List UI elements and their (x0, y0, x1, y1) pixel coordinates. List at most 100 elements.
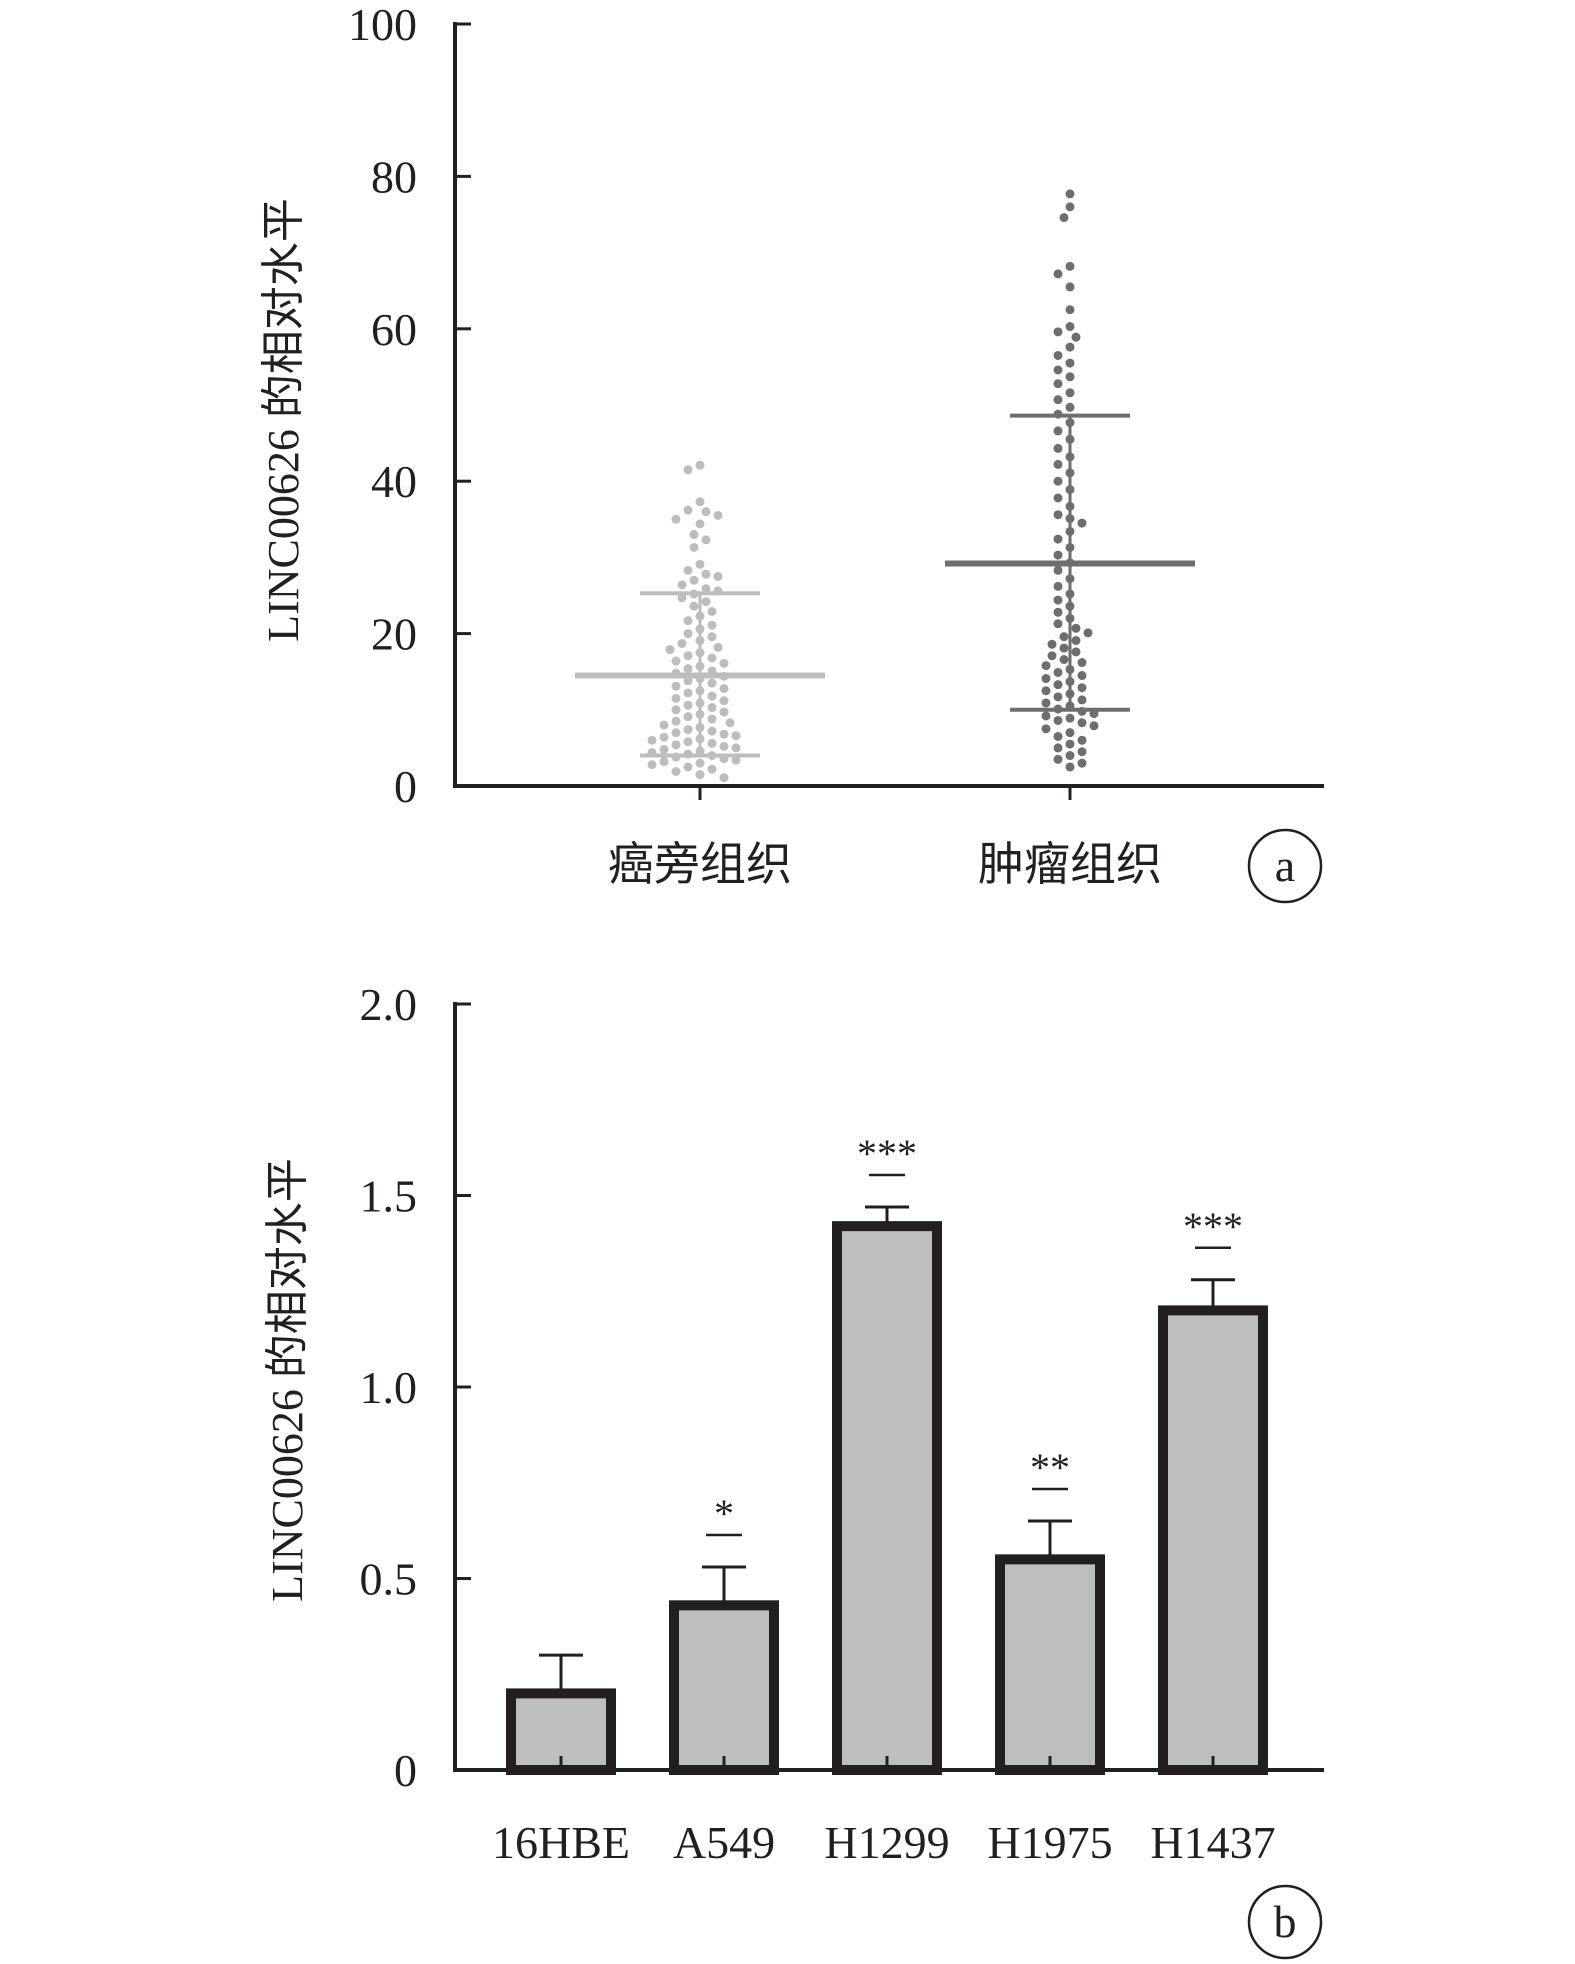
panel-a-y-ticks: 0 20 40 60 80 100 (348, 0, 1072, 812)
panel-a-data-point (647, 760, 657, 770)
panel-a-axes (453, 22, 1324, 788)
panel-a-data-point (671, 767, 681, 777)
panel-b-bar-chart: LINC00626 的相对水平 00.51.01.52.0 ********* … (263, 979, 1324, 1960)
panel-a-data-point (725, 718, 735, 728)
panel-a-data-point (1053, 459, 1063, 469)
panel-a-data-point (671, 728, 681, 738)
panel-a-data-point (683, 700, 693, 710)
panel-a-scatter-chart: LINC00626 的相对水平 0 20 40 60 80 100 癌旁组织 肿瘤组织 a (259, 0, 1324, 904)
panel-a-data-point (1071, 623, 1081, 633)
panel-a-data-point (659, 744, 669, 754)
panel-a-data-point (1053, 534, 1063, 544)
panel-a-label-text: a (1275, 840, 1295, 891)
panel-a-data-point (1083, 628, 1093, 638)
panel-a-data-point (683, 676, 693, 686)
panel-a-data-point (683, 762, 693, 772)
panel-a-data-point (1065, 261, 1075, 271)
panel-a-data-point (713, 510, 723, 520)
panel-a-data-point (689, 542, 699, 552)
panel-a-data-point (1053, 379, 1063, 389)
panel-a-data-point (677, 593, 687, 603)
panel-a-data-point (1065, 322, 1075, 332)
panel-a-data-point (701, 507, 711, 517)
panel-a-data-point (689, 601, 699, 611)
panel-b-significance-label: *** (1183, 1204, 1243, 1249)
panel-b-significance-label: *** (857, 1131, 917, 1176)
panel-a-data-point (701, 535, 711, 545)
panel-b-bar (669, 1600, 779, 1776)
panel-a-data-point (1071, 332, 1081, 342)
panel-a-data-point (1065, 713, 1075, 723)
panel-a-category-label: 肿瘤组织 (978, 839, 1162, 890)
panel-b-y-tick-label: 0.5 (360, 1554, 418, 1605)
panel-a-data-point (719, 696, 729, 706)
panel-a-data-point (1065, 358, 1075, 368)
panel-a-data-point (1053, 269, 1063, 279)
panel-a-data-point (719, 683, 729, 693)
panel-a-data-point (1053, 493, 1063, 503)
panel-a-data-point (1041, 686, 1051, 696)
panel-a-data-point (1065, 305, 1075, 315)
panel-b-category-label: H1975 (987, 1817, 1112, 1868)
panel-a-data-point (1053, 550, 1063, 560)
panel-a-data-point (1065, 388, 1075, 398)
panel-a-data-point (1041, 724, 1051, 734)
panel-a-data-point (683, 651, 693, 661)
panel-a-data-point (1077, 718, 1087, 728)
panel-a-data-point (659, 720, 669, 730)
panel-b-y-axis-label: LINC00626 的相对水平 (263, 1158, 312, 1602)
panel-a-data-point (683, 712, 693, 722)
panel-a-data-point (719, 658, 729, 668)
panel-b-significance-label: ** (1030, 1445, 1070, 1490)
panel-a-data-point (719, 729, 729, 739)
panel-a-data-point (1077, 695, 1087, 705)
panel-a-data-point (671, 740, 681, 750)
panel-a-data-point (1077, 683, 1087, 693)
panel-b-category-label: 16HBE (492, 1817, 630, 1868)
panel-a-data-point (707, 678, 717, 688)
panel-a-data-point (695, 519, 705, 529)
panel-b-y-ticks: 0 0.5 1.0 1.5 2.0 (360, 979, 471, 1796)
panel-a-data-point (1053, 754, 1063, 764)
panel-b-y-tick-label: 2.0 (360, 979, 418, 1030)
panel-a-data-point (1041, 711, 1051, 721)
panel-a-data-point (1059, 655, 1069, 665)
panel-a-data-point (1065, 762, 1075, 772)
panel-a-data-point (671, 693, 681, 703)
panel-a-data-point (713, 571, 723, 581)
panel-a-data-point (701, 584, 711, 594)
panel-a-data-points (647, 189, 1099, 783)
panel-a-data-point (719, 741, 729, 751)
panel-a-data-point (1059, 213, 1069, 223)
panel-a-data-point (1053, 510, 1063, 520)
panel-a-data-point (695, 460, 705, 470)
panel-a-data-point (671, 656, 681, 666)
panel-a-data-point (1053, 595, 1063, 605)
panel-a-data-point (1053, 565, 1063, 575)
panel-a-data-point (695, 497, 705, 507)
panel-a-y-tick-label: 80 (371, 151, 417, 202)
panel-a-data-point (1053, 607, 1063, 617)
panel-a-data-point (731, 755, 741, 765)
panel-a-data-point (1041, 674, 1051, 684)
panel-a-data-point (707, 764, 717, 774)
panel-a-data-point (1053, 350, 1063, 360)
panel-a-data-point (707, 726, 717, 736)
panel-a-data-point (707, 607, 717, 617)
panel-a-data-point (677, 580, 687, 590)
panel-a-data-point (1065, 282, 1075, 292)
panel-a-summary-lines (575, 413, 1195, 758)
panel-b-category-label: H1437 (1150, 1817, 1275, 1868)
panel-a-data-point (1047, 651, 1057, 661)
panel-a-data-point (1047, 639, 1057, 649)
panel-a-y-tick-label: 60 (371, 304, 417, 355)
panel-a-data-point (1053, 365, 1063, 375)
panel-a-data-point (1053, 581, 1063, 591)
panel-a-data-point (689, 575, 699, 585)
panel-b-category-label: H1299 (824, 1817, 949, 1868)
panel-b-bar (995, 1554, 1105, 1775)
panel-a-data-point (1065, 402, 1075, 412)
panel-a-data-point (1065, 342, 1075, 352)
panel-a-data-point (665, 645, 675, 655)
